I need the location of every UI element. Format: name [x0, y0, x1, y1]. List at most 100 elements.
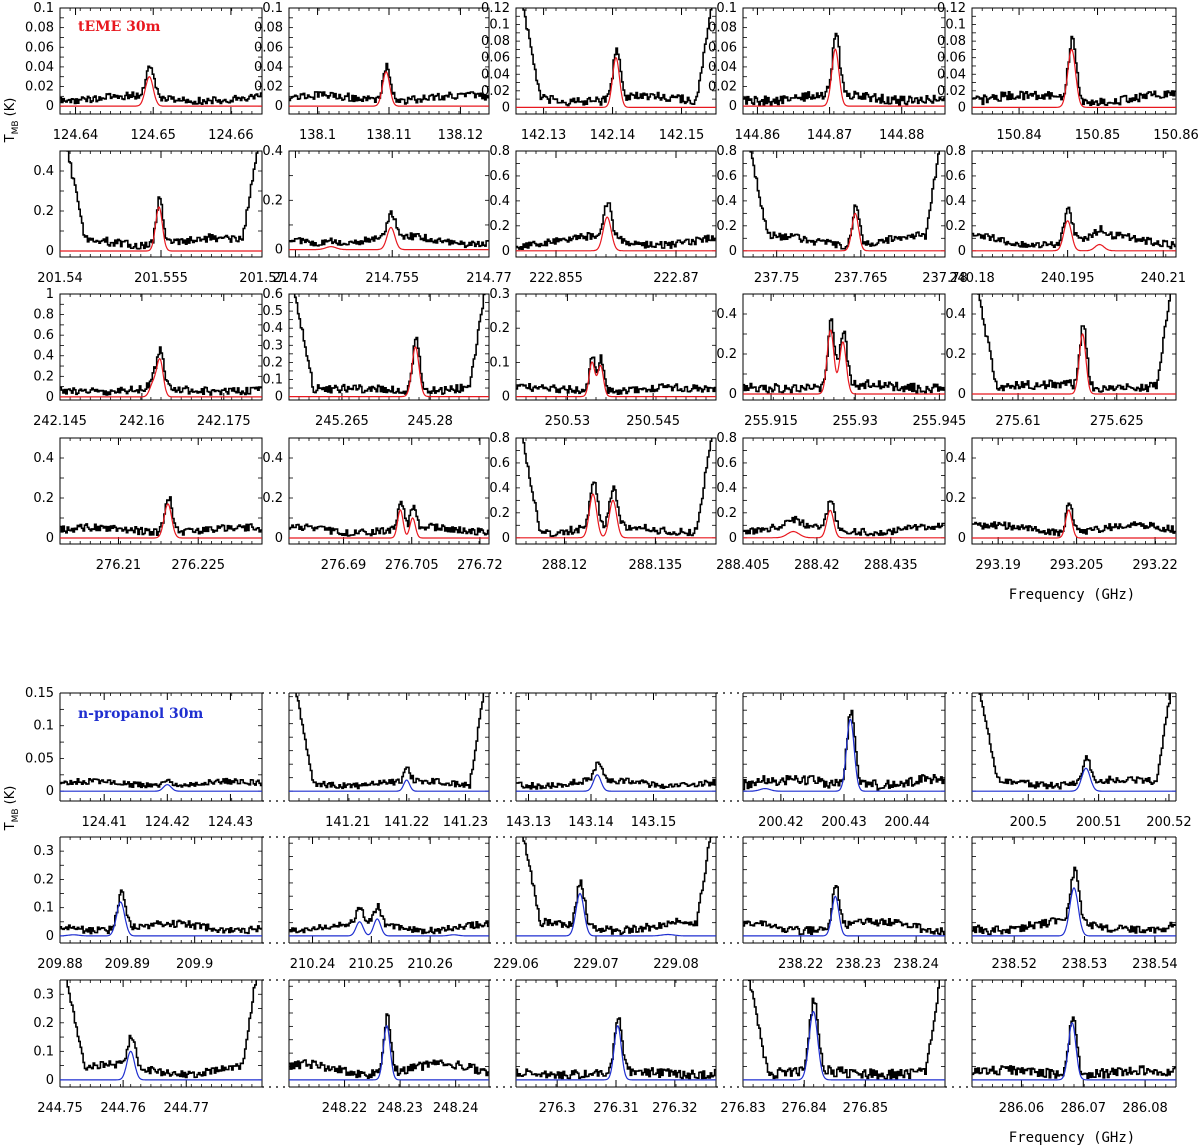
y-tick-label: 0 — [46, 531, 54, 546]
x-tick-label: 144.88 — [879, 128, 925, 143]
y-tick-label: 0 — [275, 99, 283, 114]
x-tick-label: 288.135 — [629, 558, 683, 573]
observed-spectrum — [743, 709, 945, 791]
x-tick-label: 237.75 — [754, 271, 800, 286]
x-tick-label: 238.22 — [778, 957, 824, 972]
y-tick-label: 0.02 — [937, 84, 966, 99]
x-tick-label: 276.85 — [843, 1101, 889, 1116]
y-tick-label: 0.06 — [481, 51, 510, 66]
y-tick-label: 0.4 — [33, 164, 54, 179]
y-tick-label: 0.04 — [708, 60, 737, 75]
y-tick-label: 0.2 — [489, 321, 510, 336]
model-spectrum — [743, 509, 945, 539]
x-tick-label: 200.44 — [884, 815, 930, 830]
model-spectrum — [60, 901, 262, 937]
x-tick-label: 124.66 — [208, 128, 254, 143]
model-spectrum — [60, 206, 262, 252]
observed-spectrum — [289, 1013, 489, 1079]
spectrum-panel: 210.24 210.25 210.26 — [288, 836, 490, 972]
model-spectrum — [972, 48, 1176, 108]
y-tick-label: 0.2 — [33, 204, 54, 219]
spectrum-panel: 245.265 245.28 0 0.1 0.2 0.3 0.4 0.5 0.6 — [262, 287, 490, 429]
x-tick-label: 276.705 — [385, 558, 439, 573]
x-tick-label: 255.915 — [744, 414, 798, 429]
y-tick-label: 0.1 — [716, 1, 737, 16]
spectrum-panel: 288.12 288.135 0 0.2 0.4 0.6 0.8 — [489, 431, 717, 573]
spectrum-panel: 248.22 248.23 248.24 — [288, 979, 490, 1116]
spectrum-panel: 255.915 255.93 255.945 0 0.2 0.4 — [716, 293, 966, 429]
model-spectrum — [743, 718, 945, 792]
y-tick-label: 0.2 — [33, 491, 54, 506]
observed-spectrum — [516, 761, 716, 790]
observed-spectrum — [743, 318, 945, 394]
x-tick-label: 244.75 — [37, 1101, 83, 1116]
x-tick-label: 141.21 — [325, 815, 371, 830]
x-tick-label: 222.87 — [653, 271, 699, 286]
model-spectrum — [289, 1025, 489, 1081]
y-tick-label: 0.08 — [25, 21, 54, 36]
y-tick-label: 0.8 — [33, 308, 54, 323]
spectrum-panel: 238.52 238.53 238.54 — [971, 836, 1178, 972]
observed-spectrum — [516, 354, 716, 395]
x-tick-label: 138.12 — [438, 128, 484, 143]
spectrum-panel: 141.21 141.22 141.23 — [288, 692, 490, 830]
spectrum-panel: 201.54 201.555 201.57 0 0.2 0.4 — [33, 150, 285, 286]
y-axis-label-main: T — [3, 134, 18, 143]
y-tick-label: 0 — [958, 100, 966, 115]
y-tick-label: 0.2 — [945, 491, 966, 506]
x-tick-label: 200.52 — [1146, 815, 1192, 830]
x-tick-label: 288.42 — [794, 558, 840, 573]
x-tick-label: 209.88 — [37, 957, 83, 972]
observed-spectrum — [293, 294, 486, 395]
x-tick-label: 238.23 — [836, 957, 882, 972]
x-tick-label: 143.14 — [568, 815, 614, 830]
model-spectrum — [516, 216, 716, 252]
x-tick-label: 150.84 — [996, 128, 1042, 143]
spectrum-panel: 286.06 286.07 286.08 — [971, 979, 1177, 1116]
y-tick-label: 0.1 — [489, 18, 510, 33]
x-tick-label: 150.86 — [1153, 128, 1199, 143]
spectrum-panel: 288.405 288.42 288.435 0 0.2 0.4 0.6 0.8 — [716, 431, 946, 573]
spectrum-panel: 200.5 200.51 200.52 — [971, 692, 1192, 830]
model-spectrum — [289, 346, 489, 398]
y-tick-label: 1 — [46, 287, 54, 302]
y-tick-label: 0.4 — [33, 451, 54, 466]
spectrum-panel: 214.74 214.755 214.77 0 0.2 0.4 — [262, 144, 511, 286]
model-spectrum — [289, 509, 489, 539]
model-spectrum — [972, 887, 1176, 937]
observed-spectrum — [289, 210, 489, 249]
x-tick-label: 238.24 — [893, 957, 939, 972]
observed-spectrum — [743, 32, 945, 107]
model-spectrum — [972, 220, 1176, 252]
x-tick-label: 244.76 — [100, 1101, 146, 1116]
observed-spectrum — [977, 294, 1173, 393]
spectrum-panel: 124.64 124.65 124.66 0 0.02 0.04 0.06 0.08 0.1 — [25, 1, 263, 143]
spectrum-panel: 143.13 143.14 143.15 — [506, 692, 717, 830]
propanol-title: n-propanol 30m — [78, 706, 204, 722]
x-tick-label: 276.72 — [457, 558, 503, 573]
x-tick-label: 200.43 — [821, 815, 867, 830]
spectrum-panel: 240.18 240.195 240.21 0 0.2 0.4 0.6 0.8 — [945, 144, 1186, 286]
x-tick-label: 142.13 — [521, 128, 567, 143]
x-tick-label: 286.08 — [1122, 1101, 1168, 1116]
y-tick-label: 0.2 — [33, 872, 54, 887]
y-tick-label: 0.08 — [937, 34, 966, 49]
spectrum-panel: 222.855 222.87 0 0.2 0.4 0.6 0.8 — [489, 144, 717, 286]
y-tick-label: 0.8 — [489, 431, 510, 446]
x-tick-label: 276.32 — [652, 1101, 698, 1116]
x-tick-label: 276.69 — [321, 558, 367, 573]
y-tick-label: 0.2 — [945, 347, 966, 362]
x-tick-label: 286.07 — [1061, 1101, 1107, 1116]
panel-frame — [288, 150, 490, 258]
y-tick-label: 0.6 — [262, 287, 283, 302]
observed-spectrum — [972, 1016, 1176, 1079]
y-tick-label: 0 — [958, 531, 966, 546]
y-tick-label: 0.3 — [33, 844, 54, 859]
y-tick-label: 0 — [729, 99, 737, 114]
x-tick-label: 124.43 — [208, 815, 254, 830]
y-tick-label: 0.6 — [945, 169, 966, 184]
y-tick-label: 0.1 — [33, 901, 54, 916]
model-spectrum — [60, 784, 262, 792]
y-axis-label-sub: MB — [11, 808, 21, 822]
x-tick-label: 209.89 — [105, 957, 151, 972]
